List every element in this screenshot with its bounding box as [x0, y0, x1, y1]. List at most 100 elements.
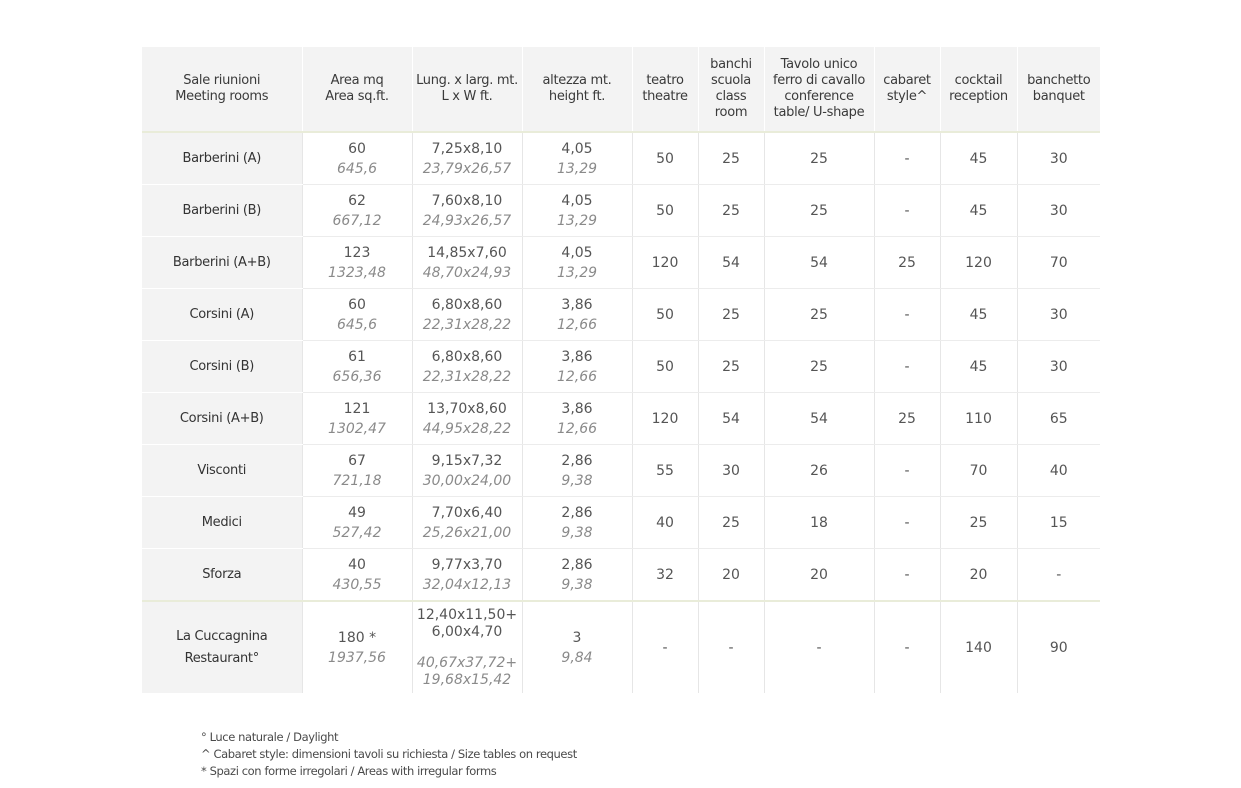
banchi-cell: 30 — [697, 444, 764, 497]
banchetto-cell: 65 — [1016, 392, 1100, 445]
dimensions-mt: 6,80x8,60 — [431, 348, 503, 365]
tavolo-cell: 54 — [763, 236, 874, 289]
dimensions-mt: 13,70x8,60 — [427, 400, 507, 417]
banchi-cell: 54 — [697, 236, 764, 289]
area-mq: 60 — [348, 140, 366, 157]
footnote-cabaret: ^ Cabaret style: dimensioni tavoli su ri… — [201, 747, 577, 761]
header-line: class — [715, 89, 747, 104]
room-name-cell: Visconti — [142, 444, 302, 497]
header-tavolo-unico: Tavolo unico ferro di cavallo conference ta… — [763, 47, 874, 132]
height-mt: 2,86 — [561, 556, 593, 573]
height-cell: 4,05 13,29 — [521, 184, 632, 237]
dimensions-mt: 7,25x8,10 — [431, 140, 503, 157]
area-mq: 60 — [348, 296, 366, 313]
table-row: Sforza 40 430,55 9,77x3,70 32,04x12,13 2,86 9,… — [142, 548, 1100, 602]
dimensions-cell: 6,80x8,60 22,31x28,22 — [411, 288, 522, 341]
cocktail-cell: 120 — [939, 236, 1017, 289]
cocktail-cell: 70 — [939, 444, 1017, 497]
cabaret-cell: - — [873, 496, 940, 549]
area-cell: 67 721,18 — [301, 444, 412, 497]
dimensions-cell: 13,70x8,60 44,95x28,22 — [411, 392, 522, 445]
dimensions-ft: 25,26x21,00 — [422, 524, 512, 541]
cabaret-cell: 25 — [873, 236, 940, 289]
cocktail-cell: 140 — [939, 601, 1017, 693]
dimensions-mt: 7,70x6,40 — [431, 504, 503, 521]
area-mq: 123 — [343, 244, 371, 261]
area-mq: 40 — [348, 556, 366, 573]
dimensions-mt: 6,80x8,60 — [431, 296, 503, 313]
header-area: Area mq Area sq.ft. — [301, 47, 412, 132]
height-ft: 9,38 — [561, 472, 593, 489]
table-row: Medici 49 527,42 7,70x6,40 25,26x21,00 2,86 9,… — [142, 496, 1100, 549]
area-mq: 62 — [348, 192, 366, 209]
header-line: banquet — [1032, 89, 1085, 104]
dimensions-cell: 14,85x7,60 48,70x24,93 — [411, 236, 522, 289]
teatro-cell: 120 — [631, 392, 698, 445]
height-mt: 4,05 — [561, 140, 593, 157]
dimensions-ft: 22,31x28,22 — [422, 316, 512, 333]
header-line: Lung. x larg. mt. — [416, 73, 518, 88]
header-meeting-rooms: Sale riunioni Meeting rooms — [142, 47, 302, 132]
banchetto-cell: 40 — [1016, 444, 1100, 497]
tavolo-cell: 25 — [763, 288, 874, 341]
area-mq: 67 — [348, 452, 366, 469]
cabaret-cell: - — [873, 548, 940, 602]
cocktail-cell: 25 — [939, 496, 1017, 549]
table-row: Barberini (B) 62 667,12 7,60x8,10 24,93x26,5… — [142, 184, 1100, 237]
height-mt: 4,05 — [561, 192, 593, 209]
header-banchi-scuola: banchi scuola class room — [697, 47, 764, 132]
header-line: scuola — [711, 73, 751, 88]
dimensions-mt: 9,77x3,70 — [431, 556, 503, 573]
teatro-cell: - — [631, 601, 698, 693]
header-line: cabaret — [883, 73, 931, 88]
banchi-cell: 25 — [697, 184, 764, 237]
dimensions-cell: 7,25x8,10 23,79x26,57 — [411, 132, 522, 185]
banchetto-cell: 30 — [1016, 132, 1100, 185]
area-cell: 40 430,55 — [301, 548, 412, 602]
area-cell: 60 645,6 — [301, 132, 412, 185]
header-banchetto: banchetto banquet — [1016, 47, 1100, 132]
tavolo-cell: 25 — [763, 184, 874, 237]
dimensions-cell: 6,80x8,60 22,31x28,22 — [411, 340, 522, 393]
area-sqft: 1302,47 — [328, 420, 386, 437]
area-cell: 180 * 1937,56 — [301, 601, 412, 693]
header-line: Meeting rooms — [175, 89, 269, 104]
header-line: theatre — [642, 89, 688, 104]
table-row: Corsini (B) 61 656,36 6,80x8,60 22,31x28,22 3… — [142, 340, 1100, 393]
area-sqft: 430,55 — [332, 576, 382, 593]
banchi-cell: 54 — [697, 392, 764, 445]
height-cell: 2,86 9,38 — [521, 548, 632, 602]
room-name-cell: Medici — [142, 496, 302, 549]
tavolo-cell: 26 — [763, 444, 874, 497]
room-name-cell: Barberini (A) — [142, 132, 302, 185]
header-line: altezza mt. — [542, 73, 612, 88]
tavolo-cell: 25 — [763, 340, 874, 393]
area-sqft: 721,18 — [332, 472, 382, 489]
area-mq: 49 — [348, 504, 366, 521]
header-line: cocktail — [954, 73, 1003, 88]
area-sqft: 667,12 — [332, 212, 382, 229]
height-ft: 9,38 — [561, 524, 593, 541]
room-name-cell: Corsini (B) — [142, 340, 302, 393]
header-row: Sale riunioni Meeting rooms Area mq Area sq… — [142, 47, 1100, 132]
height-ft: 9,38 — [561, 576, 593, 593]
dimensions-cell: 9,77x3,70 32,04x12,13 — [411, 548, 522, 602]
table-row: Barberini (A+B) 123 1323,48 14,85x7,60 48,70… — [142, 236, 1100, 289]
cabaret-cell: 25 — [873, 392, 940, 445]
height-ft: 13,29 — [556, 160, 598, 177]
table-row: Corsini (A+B) 121 1302,47 13,70x8,60 44,95x2… — [142, 392, 1100, 445]
teatro-cell: 55 — [631, 444, 698, 497]
dimensions-mt: 9,15x7,32 — [431, 452, 503, 469]
banchi-cell: 25 — [697, 496, 764, 549]
room-name-cell: Corsini (A) — [142, 288, 302, 341]
cabaret-cell: - — [873, 444, 940, 497]
table-row: Barberini (A) 60 645,6 7,25x8,10 23,79x26,57… — [142, 132, 1100, 185]
dimensions-cell: 9,15x7,32 30,00x24,00 — [411, 444, 522, 497]
footnote-irregular: * Spazi con forme irregolari / Areas wit… — [201, 764, 497, 778]
header-line: ferro di cavallo — [773, 73, 865, 88]
height-mt: 3,86 — [561, 296, 593, 313]
header-line: conference — [784, 89, 854, 104]
room-name-cell: Barberini (A+B) — [142, 236, 302, 289]
footnote-daylight: ° Luce naturale / Daylight — [201, 730, 339, 744]
height-cell: 2,86 9,38 — [521, 444, 632, 497]
